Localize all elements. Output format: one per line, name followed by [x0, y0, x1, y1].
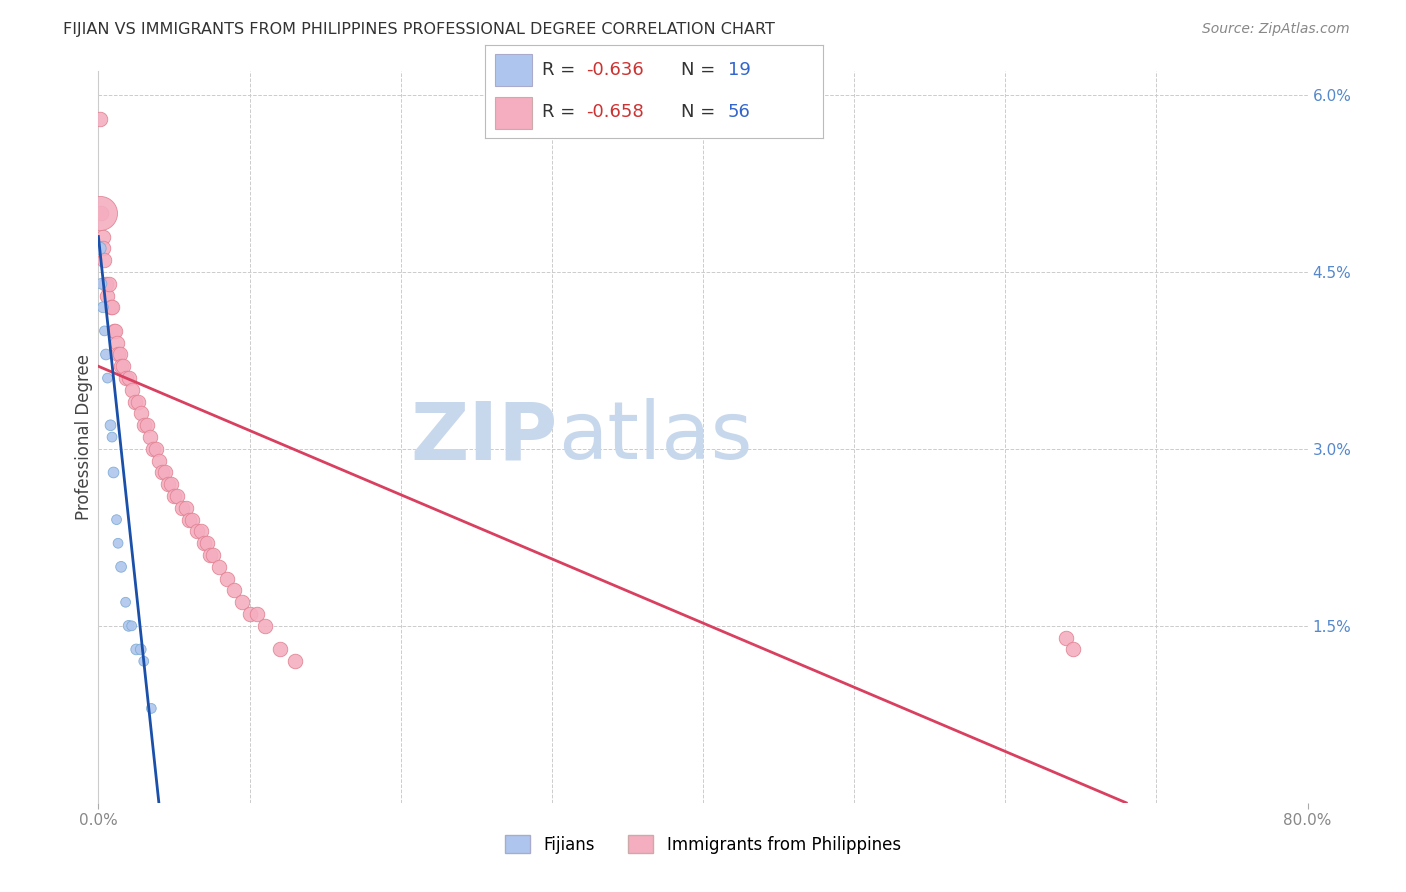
Point — [121, 383, 143, 397]
Point — [100, 418, 122, 433]
Point — [105, 513, 128, 527]
Text: FIJIAN VS IMMIGRANTS FROM PHILIPPINES PROFESSIONAL DEGREE CORRELATION CHART: FIJIAN VS IMMIGRANTS FROM PHILIPPINES PR… — [63, 22, 775, 37]
Point — [142, 442, 165, 456]
Bar — [495, 54, 533, 86]
Point — [253, 619, 276, 633]
Point — [129, 642, 152, 657]
Point — [239, 607, 262, 621]
Point — [107, 347, 129, 361]
Text: R =: R = — [543, 61, 582, 78]
Point — [153, 466, 176, 480]
Point — [108, 347, 131, 361]
Point — [160, 477, 183, 491]
Point — [200, 548, 222, 562]
Point — [89, 241, 111, 255]
Point — [148, 453, 170, 467]
Point — [107, 536, 129, 550]
Point — [170, 500, 193, 515]
Point — [110, 559, 132, 574]
Point — [90, 206, 112, 220]
Point — [114, 595, 136, 609]
Point — [125, 642, 148, 657]
Point — [246, 607, 269, 621]
Text: N =: N = — [681, 61, 721, 78]
Point — [127, 394, 149, 409]
Point — [118, 371, 141, 385]
Point — [103, 466, 125, 480]
Point — [94, 347, 117, 361]
Legend: Fijians, Immigrants from Philippines: Fijians, Immigrants from Philippines — [499, 829, 907, 860]
Point — [91, 229, 114, 244]
Point — [1062, 642, 1084, 657]
Point — [181, 513, 204, 527]
Point — [208, 559, 231, 574]
Point — [100, 301, 122, 315]
Point — [96, 371, 118, 385]
Point — [179, 513, 201, 527]
Point — [202, 548, 225, 562]
Point — [91, 301, 114, 315]
Point — [145, 442, 167, 456]
Point — [91, 241, 114, 255]
Point — [163, 489, 186, 503]
Point — [89, 112, 111, 126]
Point — [103, 324, 125, 338]
Point — [190, 524, 212, 539]
Text: R =: R = — [543, 103, 582, 121]
Point — [93, 324, 115, 338]
Text: 19: 19 — [728, 61, 751, 78]
Text: Source: ZipAtlas.com: Source: ZipAtlas.com — [1202, 22, 1350, 37]
Y-axis label: Professional Degree: Professional Degree — [75, 354, 93, 520]
Point — [104, 324, 127, 338]
Text: ZIP: ZIP — [411, 398, 558, 476]
Point — [166, 489, 188, 503]
Point — [195, 536, 218, 550]
Point — [105, 335, 128, 350]
Point — [1054, 631, 1077, 645]
Point — [121, 619, 143, 633]
Point — [124, 394, 146, 409]
Point — [224, 583, 246, 598]
Point — [231, 595, 253, 609]
Point — [132, 418, 155, 433]
Point — [129, 407, 152, 421]
Point — [284, 654, 307, 668]
Point — [215, 572, 238, 586]
Text: -0.658: -0.658 — [586, 103, 644, 121]
Point — [118, 619, 141, 633]
Point — [193, 536, 215, 550]
Bar — [495, 97, 533, 129]
Point — [135, 418, 157, 433]
Point — [101, 430, 124, 444]
Point — [156, 477, 179, 491]
Point — [89, 206, 111, 220]
Text: -0.636: -0.636 — [586, 61, 644, 78]
Point — [269, 642, 291, 657]
Point — [93, 253, 115, 268]
Point — [132, 654, 155, 668]
Point — [139, 430, 162, 444]
Point — [110, 359, 132, 374]
Point — [90, 277, 112, 291]
Point — [111, 359, 134, 374]
Text: 56: 56 — [728, 103, 751, 121]
Point — [96, 288, 118, 302]
Point — [114, 371, 136, 385]
Point — [174, 500, 197, 515]
Point — [94, 277, 117, 291]
Point — [150, 466, 173, 480]
Point — [101, 301, 124, 315]
Point — [98, 277, 121, 291]
Text: N =: N = — [681, 103, 721, 121]
Point — [186, 524, 208, 539]
Text: atlas: atlas — [558, 398, 752, 476]
Point — [141, 701, 163, 715]
